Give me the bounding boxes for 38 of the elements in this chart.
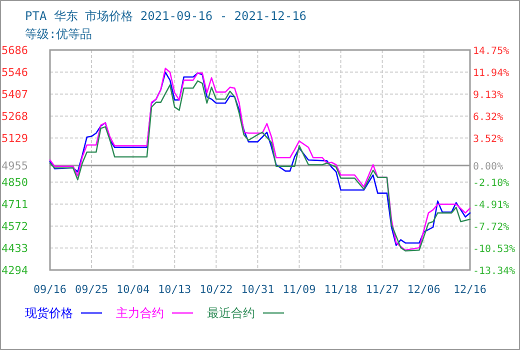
chart-subtitle: 等级:优等品 [25, 27, 92, 41]
x-tick-label: 11/27 [366, 283, 399, 296]
y-tick-label: 5268 [2, 110, 28, 124]
x-tick-label: 10/31 [241, 283, 274, 296]
y-tick-label: 4572 [2, 220, 28, 234]
y-tick-label: 4955 [2, 160, 28, 173]
y2-tick-label: -10.53% [473, 244, 516, 255]
chart-title: PTA 华东 市场价格 2021-09-16 - 2021-12-16 [25, 9, 307, 23]
x-tick-label: 10/04 [116, 283, 150, 296]
y-tick-label: 5129 [2, 132, 28, 146]
x-tick-label: 10/22 [200, 283, 233, 296]
y-tick-label: 5686 [2, 44, 28, 57]
legend-label: 最近合约 [207, 306, 255, 320]
y2-tick-label: -2.10% [473, 178, 510, 189]
y2-tick-label: -7.72% [473, 222, 510, 233]
legend-label: 主力合约 [116, 306, 164, 320]
y-tick-label: 4711 [2, 198, 28, 212]
x-tick-label: 09/25 [74, 283, 108, 296]
y-tick-label: 4433 [2, 242, 28, 256]
y-tick-label: 4850 [2, 176, 28, 190]
legend-label: 现货价格 [25, 306, 73, 320]
y2-tick-label: 0.00% [473, 162, 504, 173]
y-tick-label: 5546 [2, 66, 28, 80]
y2-tick-label: -4.91% [473, 200, 510, 211]
y-tick-label: 4294 [2, 264, 28, 277]
y2-tick-label: 11.94% [473, 68, 510, 80]
y-tick-label: 5407 [2, 88, 28, 102]
y2-tick-label: 6.32% [473, 112, 504, 124]
y2-tick-label: 3.52% [473, 134, 504, 145]
x-tick-label: 10/13 [158, 283, 192, 296]
y2-tick-label: 9.13% [473, 90, 504, 102]
y2-tick-label: -13.34% [473, 266, 516, 277]
x-tick-label: 12/06 [407, 283, 440, 296]
x-tick-label: 11/09 [282, 283, 316, 296]
x-tick-label: 09/16 [33, 283, 67, 296]
x-tick-label: 11/18 [324, 283, 358, 296]
y2-tick-label: 14.75% [473, 46, 510, 57]
x-tick-label: 12/16 [453, 283, 487, 296]
